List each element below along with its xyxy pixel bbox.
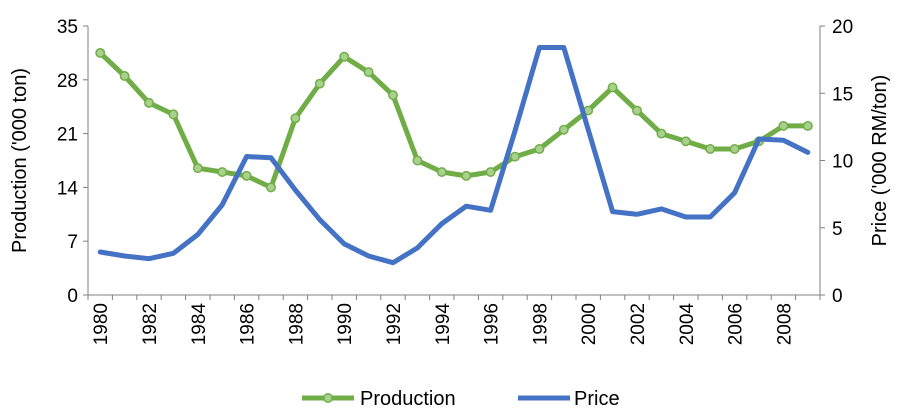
data-point-production [510,151,520,162]
data-point-production [168,109,179,120]
x-tick-label: 2004 [677,303,698,346]
y-left-tick-label: 14 [57,178,79,199]
x-tick-label: 1980 [91,303,112,345]
data-point-production [144,97,154,108]
data-point-production [485,167,496,177]
x-tick-label: 2002 [628,303,649,345]
series-line-production [97,50,811,190]
x-tick-label: 1994 [433,303,454,346]
data-point-production [778,120,789,131]
y-right-tick-label: 5 [832,219,843,240]
labels: 0 7 14 21 28 35 0 5 10 15 20 1980 1982 1984 1986 1988 19… [9,17,891,345]
x-tick-label: 1998 [530,303,551,345]
legend-label-production: Production [360,388,456,410]
data-point-production [705,144,716,154]
data-point-production [266,182,276,193]
axes [83,25,825,300]
y-axis-right-title: Price ('000 RM/ton) [869,75,891,247]
x-tick-label: 1982 [140,303,161,345]
y-left-tick-label: 0 [67,286,78,307]
data-point-production [412,155,423,166]
data-point-production [607,82,618,93]
y-right-tick-label: 15 [832,84,853,105]
x-tick-label: 2008 [774,303,795,345]
data-point-production [290,113,301,124]
data-point-production [241,170,252,181]
y-right-tick-label: 0 [832,286,843,307]
data-point-production [314,78,325,89]
data-point-production [558,124,569,135]
series-layer [95,45,813,266]
y-right-tick-label: 10 [832,152,853,173]
x-tick-label: 1986 [238,303,259,345]
data-point-production [192,163,203,174]
data-point-production [119,71,130,81]
y-left-tick-label: 28 [57,71,78,92]
data-point-production [217,167,228,177]
y-right-tick-label: 20 [832,17,853,38]
data-point-production [95,47,106,58]
x-tick-label: 1984 [189,303,210,346]
data-point-production [461,170,472,181]
data-point-production [436,167,447,177]
data-point-production [680,136,691,147]
data-point-production [656,128,667,139]
legend-label-price: Price [574,388,620,410]
data-point-production [339,51,350,62]
legend-marker-production [323,393,333,403]
y-axis-left-title: Production ('000 ton) [9,68,31,253]
x-tick-label: 1996 [482,303,503,345]
data-point-production [534,144,545,154]
data-point-production [802,120,813,131]
y-left-tick-label: 35 [57,17,78,38]
x-tick-label: 1988 [286,303,307,345]
y-left-tick-label: 7 [67,232,78,253]
x-tick-label: 2000 [579,303,600,345]
x-tick-label: 1990 [335,303,356,345]
data-point-production [388,90,398,101]
data-point-production [729,144,740,154]
x-tick-label: 1992 [384,303,405,345]
series-line-price [97,45,811,266]
legend: Production Price [302,388,620,410]
y-left-tick-label: 21 [57,125,78,146]
data-point-production [632,105,642,116]
x-tick-label: 2006 [726,303,747,345]
data-point-production [363,67,374,78]
